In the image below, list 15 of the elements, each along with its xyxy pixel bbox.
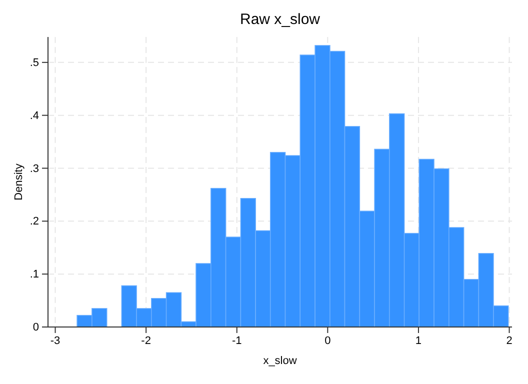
y-tick-label: .4 [30, 110, 39, 122]
y-tick-label: .3 [30, 162, 39, 175]
y-tick-label: .5 [30, 56, 39, 69]
x-tick-label: 0 [324, 334, 331, 347]
x-tick-label: -3 [50, 334, 60, 347]
x-tick-label: -2 [141, 334, 151, 347]
x-tick-label: 1 [415, 334, 422, 347]
x-axis-title: x_slow [263, 355, 297, 367]
y-tick-label: .2 [30, 216, 39, 228]
x-tick-label: 2 [506, 334, 512, 347]
chart-title: Raw x_slow [240, 11, 320, 28]
y-axis-title: Density [13, 163, 25, 200]
x-tick-label: -1 [232, 334, 242, 347]
y-tick-label: 0 [32, 322, 39, 334]
y-tick-label: .1 [30, 268, 39, 281]
